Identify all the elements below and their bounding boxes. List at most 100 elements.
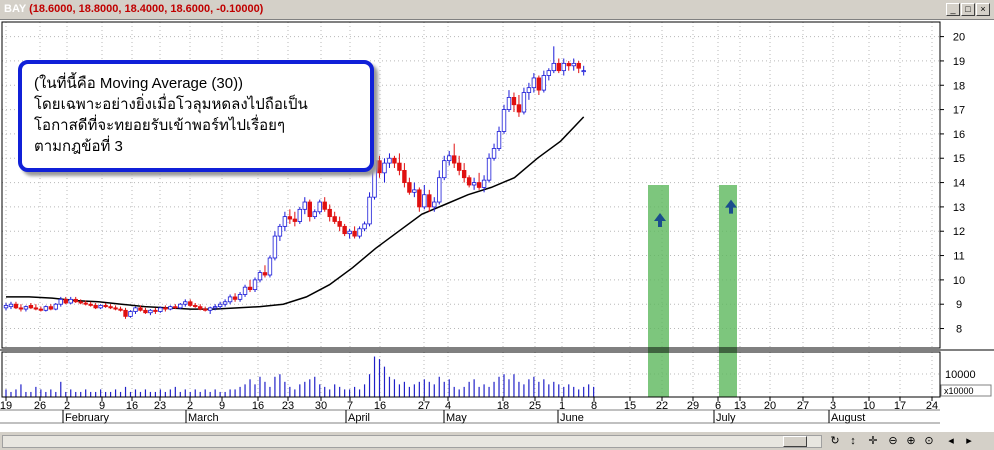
- date-tick-label: 29: [687, 400, 699, 412]
- candle-body: [322, 201, 327, 210]
- candle-body: [53, 303, 58, 310]
- pan-icon[interactable]: ↕: [850, 435, 856, 447]
- candlesticks: [3, 46, 586, 319]
- price-tick-label: 12: [953, 226, 965, 238]
- buy-arrow-icon: [654, 212, 666, 227]
- window-title: BAY (18.6000, 18.8000, 18.4000, 18.6000,…: [4, 3, 263, 15]
- month-label: April: [348, 412, 370, 424]
- candle-body: [257, 272, 263, 281]
- date-tick-label: 13: [734, 400, 746, 412]
- candle-body: [541, 75, 547, 91]
- pullback-highlights: [648, 185, 737, 397]
- candle-body: [377, 160, 382, 174]
- ma-line: [6, 116, 585, 310]
- candle-body: [397, 162, 402, 171]
- candle-body: [501, 109, 507, 132]
- date-tick-label: 18: [497, 400, 509, 412]
- month-label: August: [831, 412, 865, 424]
- price-tick-label: 11: [953, 251, 964, 263]
- candle-body: [496, 131, 502, 149]
- candle-body: [337, 221, 342, 227]
- candle-body: [387, 157, 392, 164]
- ohlc-quote: (18.6000, 18.8000, 18.4000, 18.6000, -0.…: [29, 3, 264, 15]
- candle-body: [442, 160, 447, 179]
- zoom-in-icon[interactable]: ⊕: [906, 435, 916, 447]
- crosshair-icon[interactable]: ✛: [868, 435, 878, 447]
- month-label: June: [560, 412, 584, 424]
- horizontal-scrollbar[interactable]: [2, 435, 822, 448]
- candle-body: [247, 286, 253, 291]
- candle-body: [43, 306, 49, 311]
- date-tick-label: 27: [418, 400, 430, 412]
- candle-body: [277, 225, 283, 237]
- candle-body: [252, 279, 258, 291]
- date-tick-label: 6: [715, 400, 721, 412]
- candle-body: [511, 97, 517, 106]
- candle-body: [561, 62, 566, 72]
- candle-body: [536, 77, 542, 91]
- candle-body: [556, 62, 561, 72]
- refresh-icon[interactable]: ↻: [830, 435, 840, 447]
- candle-body: [118, 308, 123, 311]
- candle-body: [571, 62, 576, 67]
- candle-body: [491, 148, 497, 159]
- candle-body: [347, 230, 352, 235]
- candle-body: [531, 77, 537, 89]
- minimize-button[interactable]: _: [946, 3, 960, 16]
- date-tick-label: 17: [894, 400, 906, 412]
- annotation-callout: (ในที่นี้คือ Moving Average (30)) โดยเฉพ…: [18, 60, 374, 172]
- zoom-out-icon[interactable]: ⊖: [888, 435, 898, 447]
- buy-arrows: [654, 199, 737, 227]
- candle-body: [163, 307, 168, 310]
- date-tick-label: 9: [99, 400, 105, 412]
- scroll-left-icon[interactable]: ◂: [948, 435, 954, 447]
- candle-body: [88, 303, 93, 306]
- candle-body: [267, 257, 273, 276]
- zoom-reset-icon[interactable]: ⊙: [924, 435, 934, 447]
- date-tick-label: 23: [154, 400, 166, 412]
- candle-body: [93, 305, 98, 309]
- candle-body: [412, 189, 417, 193]
- candle-body: [382, 162, 387, 174]
- candle-body: [332, 216, 337, 222]
- candle-body: [148, 309, 153, 314]
- candle-body: [471, 182, 477, 186]
- candle-body: [183, 301, 188, 305]
- date-tick-label: 8: [591, 400, 597, 412]
- scroll-right-icon[interactable]: ▸: [966, 435, 972, 447]
- date-tick-label: 2: [64, 400, 70, 412]
- candle-body: [437, 177, 442, 203]
- scrollbar-thumb[interactable]: [783, 436, 807, 447]
- price-tick-label: 18: [953, 80, 965, 92]
- candle-body: [362, 223, 367, 230]
- candle-body: [481, 179, 487, 188]
- moving-average-line: [6, 116, 585, 310]
- candle-body: [272, 235, 278, 259]
- date-tick-label: 15: [624, 400, 636, 412]
- candle-body: [451, 155, 457, 164]
- candle-body: [242, 286, 248, 295]
- candle-body: [188, 301, 193, 306]
- close-button[interactable]: ×: [976, 3, 990, 16]
- date-tick-label: 16: [126, 400, 138, 412]
- candle-body: [33, 307, 39, 310]
- candle-body: [138, 307, 143, 311]
- date-tick-label: 23: [282, 400, 294, 412]
- status-bar: ↻ ↕ ✛ ⊖ ⊕ ⊙ ◂ ▸: [0, 431, 994, 450]
- candle-body: [222, 301, 228, 305]
- date-tick-label: 16: [374, 400, 386, 412]
- date-tick-label: 20: [764, 400, 776, 412]
- candle-body: [486, 157, 492, 181]
- candle-body: [13, 303, 19, 309]
- candle-body: [78, 301, 83, 304]
- candle-body: [447, 155, 452, 162]
- candle-body: [576, 62, 581, 69]
- candle-body: [432, 201, 437, 208]
- candle-body: [58, 298, 63, 305]
- candle-body: [466, 177, 472, 186]
- month-label: July: [716, 412, 736, 424]
- maximize-button[interactable]: □: [961, 3, 975, 16]
